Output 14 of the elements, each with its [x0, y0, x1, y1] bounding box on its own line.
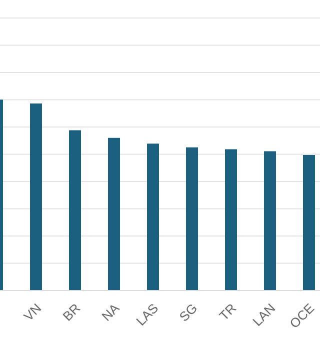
bar	[303, 155, 315, 290]
x-tick-label: TR	[216, 300, 240, 324]
x-tick-label: VN	[20, 300, 44, 324]
x-tick-label: BR	[60, 300, 84, 324]
bar	[225, 149, 237, 290]
bar	[30, 103, 42, 290]
x-tick-label: NA	[98, 300, 122, 324]
bar	[69, 130, 81, 290]
x-tick-label: LAS	[133, 300, 162, 329]
bar	[264, 151, 276, 290]
bar	[147, 144, 159, 290]
x-tick-label: SG	[176, 300, 200, 324]
bar	[186, 147, 198, 290]
bar	[108, 138, 120, 290]
